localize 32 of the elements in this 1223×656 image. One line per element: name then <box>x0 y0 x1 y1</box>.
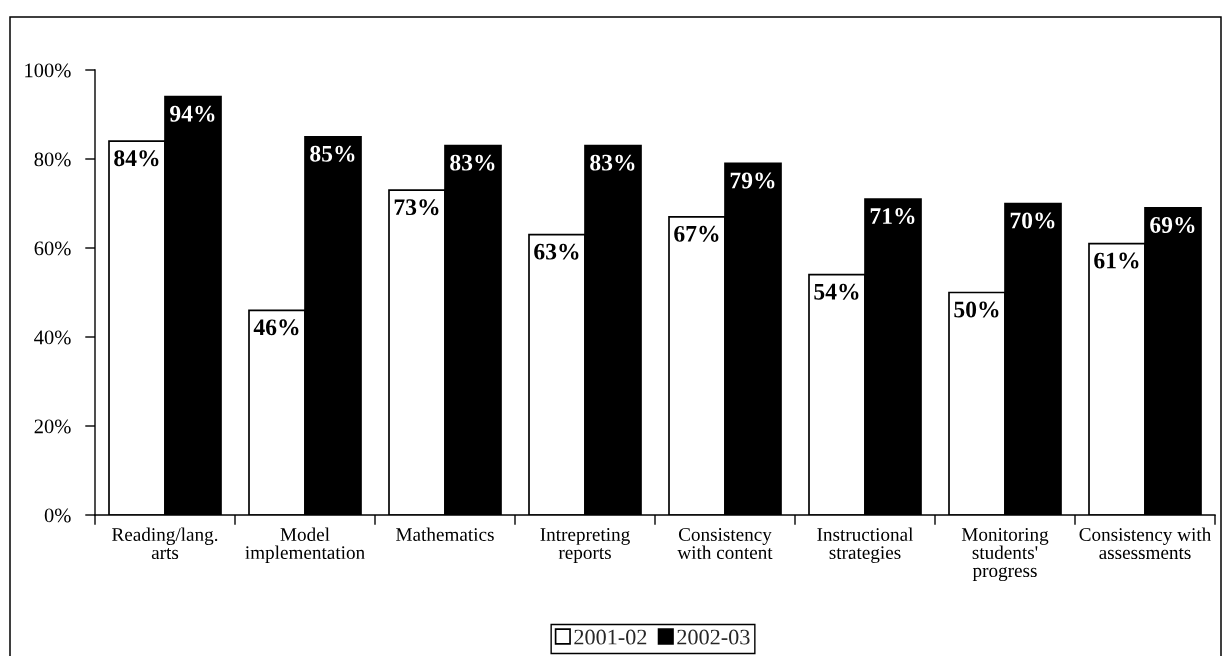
data-label: 50% <box>954 301 999 318</box>
data-label: 63% <box>534 243 579 260</box>
data-label: 84% <box>114 150 159 167</box>
x-tick-label: Reading/lang. arts <box>112 527 218 560</box>
data-label: 70% <box>1010 212 1055 229</box>
y-tick-label: 20% <box>34 419 71 434</box>
data-label: 67% <box>674 225 719 242</box>
y-tick-label: 100% <box>25 63 71 78</box>
y-tick-label: 0% <box>44 508 71 523</box>
data-label: 61% <box>1094 252 1139 269</box>
data-label: 73% <box>394 199 439 216</box>
legend-label: 2001-02 <box>574 629 647 645</box>
y-tick-label: 40% <box>34 330 71 345</box>
data-label: 94% <box>170 105 215 122</box>
x-tick-label: Instructional strategies <box>817 527 914 563</box>
x-tick-label: Intrepreting reports <box>540 528 630 563</box>
x-tick-label: Consistency with assessments <box>1079 527 1212 560</box>
data-label: 71% <box>870 208 915 225</box>
data-label: 83% <box>450 154 495 171</box>
x-tick-label: Model implementation <box>245 527 365 563</box>
data-label: 69% <box>1150 216 1195 233</box>
data-label: 79% <box>730 172 775 189</box>
x-tick-label: Mathematics <box>396 527 494 541</box>
x-tick-label: Consistency with content <box>677 528 773 560</box>
data-label: 54% <box>814 283 859 300</box>
y-tick-label: 80% <box>34 152 71 167</box>
legend-label: 2002-03 <box>677 629 750 645</box>
x-tick-label: Monitoring students' progress <box>961 528 1049 582</box>
data-label: 83% <box>590 154 635 171</box>
data-label: 46% <box>253 319 299 336</box>
data-label: 85% <box>310 145 355 162</box>
y-tick-label: 60% <box>34 241 71 256</box>
